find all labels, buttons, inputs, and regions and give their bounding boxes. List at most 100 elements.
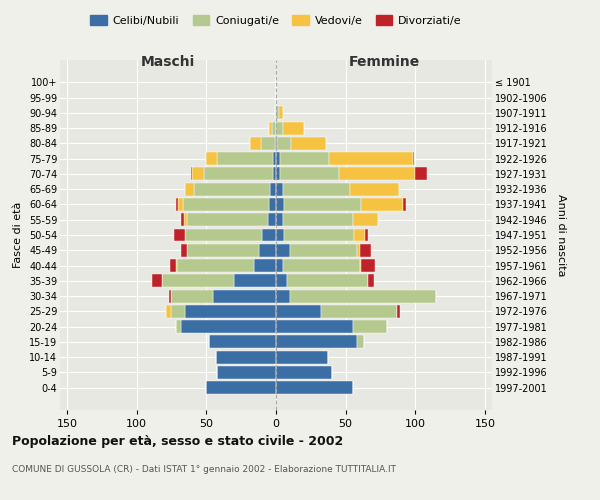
Bar	[181, 214, 184, 226]
Bar	[260, 137, 275, 150]
Y-axis label: Anni di nascita: Anni di nascita	[556, 194, 566, 276]
Bar	[284, 198, 361, 211]
Bar	[169, 290, 172, 302]
Bar	[413, 152, 414, 165]
Bar	[193, 168, 203, 180]
Bar	[191, 168, 193, 180]
Bar	[292, 137, 326, 150]
Bar	[209, 336, 276, 348]
Bar	[254, 259, 276, 272]
Bar	[250, 137, 260, 150]
Bar	[217, 152, 273, 165]
Bar	[176, 320, 181, 333]
Bar	[283, 259, 359, 272]
Bar	[184, 214, 187, 226]
Bar	[283, 182, 350, 196]
Bar	[276, 228, 284, 241]
Text: Maschi: Maschi	[141, 54, 195, 68]
Bar	[276, 290, 290, 302]
Text: COMUNE DI GUSSOLA (CR) - Dati ISTAT 1° gennaio 2002 - Elaborazione TUTTITALIA.IT: COMUNE DI GUSSOLA (CR) - Dati ISTAT 1° g…	[12, 465, 396, 474]
Bar	[182, 198, 269, 211]
Bar	[234, 274, 276, 287]
Bar	[166, 305, 172, 318]
Bar	[276, 305, 320, 318]
Bar	[368, 274, 374, 287]
Bar	[176, 198, 178, 211]
Bar	[357, 336, 364, 348]
Bar	[177, 259, 254, 272]
Bar	[359, 244, 371, 256]
Bar	[403, 198, 406, 211]
Bar	[276, 182, 283, 196]
Bar	[415, 168, 427, 180]
Bar	[397, 305, 400, 318]
Bar	[276, 168, 280, 180]
Bar	[361, 198, 403, 211]
Bar	[206, 381, 276, 394]
Bar	[357, 244, 359, 256]
Bar	[359, 259, 361, 272]
Bar	[275, 137, 276, 150]
Bar	[276, 259, 283, 272]
Bar	[185, 228, 262, 241]
Bar	[276, 350, 328, 364]
Bar	[216, 350, 276, 364]
Bar	[353, 214, 378, 226]
Text: Femmine: Femmine	[349, 54, 419, 68]
Bar	[273, 152, 276, 165]
Bar	[206, 152, 217, 165]
Bar	[172, 305, 185, 318]
Bar	[339, 168, 415, 180]
Bar	[271, 182, 276, 196]
Y-axis label: Fasce di età: Fasce di età	[13, 202, 23, 268]
Bar	[172, 290, 213, 302]
Bar	[187, 244, 259, 256]
Bar	[361, 259, 375, 272]
Bar	[276, 137, 277, 150]
Bar	[277, 137, 292, 150]
Bar	[276, 244, 290, 256]
Bar	[290, 244, 357, 256]
Bar	[275, 106, 276, 120]
Bar	[354, 228, 365, 241]
Bar	[178, 198, 182, 211]
Bar	[276, 336, 357, 348]
Bar	[268, 214, 276, 226]
Bar	[174, 228, 185, 241]
Bar	[259, 244, 276, 256]
Bar	[276, 214, 283, 226]
Bar	[276, 198, 284, 211]
Bar	[273, 168, 276, 180]
Text: Popolazione per età, sesso e stato civile - 2002: Popolazione per età, sesso e stato civil…	[12, 435, 343, 448]
Bar	[185, 305, 276, 318]
Bar	[181, 320, 276, 333]
Bar	[276, 106, 279, 120]
Bar	[269, 198, 276, 211]
Legend: Celibi/Nubili, Coniugati/e, Vedovi/e, Divorziati/e: Celibi/Nubili, Coniugati/e, Vedovi/e, Di…	[86, 10, 466, 30]
Bar	[284, 228, 354, 241]
Bar	[203, 168, 273, 180]
Bar	[290, 290, 436, 302]
Bar	[269, 122, 272, 134]
Bar	[329, 152, 413, 165]
Bar	[272, 122, 276, 134]
Bar	[280, 168, 339, 180]
Bar	[276, 320, 353, 333]
Bar	[276, 122, 283, 134]
Bar	[353, 320, 388, 333]
Bar	[283, 122, 304, 134]
Bar	[176, 259, 177, 272]
Bar	[350, 182, 398, 196]
Bar	[276, 152, 280, 165]
Bar	[279, 106, 283, 120]
Bar	[320, 305, 397, 318]
Bar	[276, 274, 287, 287]
Bar	[185, 182, 194, 196]
Bar	[187, 214, 268, 226]
Bar	[217, 366, 276, 379]
Bar	[213, 290, 276, 302]
Bar	[280, 152, 329, 165]
Bar	[262, 228, 276, 241]
Bar	[276, 381, 353, 394]
Bar	[283, 214, 353, 226]
